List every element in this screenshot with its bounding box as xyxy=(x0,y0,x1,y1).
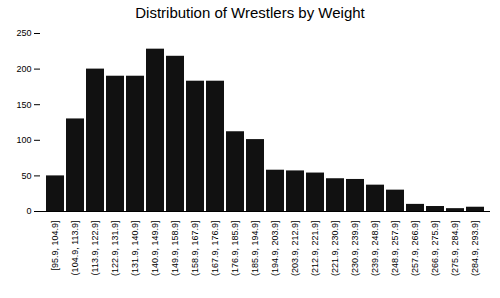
svg-text:(176.9, 185.9]: (176.9, 185.9] xyxy=(230,221,240,277)
html-text:Distribution of Wrestlers by W: Distribution of Wrestlers by Weight xyxy=(135,4,365,21)
svg-text:(257.9, 266.9]: (257.9, 266.9] xyxy=(410,221,420,277)
svg-text:(194.9, 203.9]: (194.9, 203.9] xyxy=(270,221,280,277)
svg-text:(221.9, 230.9]: (221.9, 230.9] xyxy=(330,221,340,277)
svg-text:250: 250 xyxy=(16,28,31,38)
svg-text:(212.9, 221.9]: (212.9, 221.9] xyxy=(310,221,320,277)
svg-text:(122.9, 131.9]: (122.9, 131.9] xyxy=(110,221,120,277)
svg-text:(203.9, 212.9]: (203.9, 212.9] xyxy=(290,221,300,277)
svg-text:(113.9, 122.9]: (113.9, 122.9] xyxy=(90,221,100,276)
svg-text:(248.9, 257.9]: (248.9, 257.9] xyxy=(390,221,400,277)
svg-text:(104.9, 113.9]: (104.9, 113.9] xyxy=(70,221,80,276)
svg-text:(158.9, 167.9]: (158.9, 167.9] xyxy=(190,221,200,277)
svg-text:(239.9, 248.9]: (239.9, 248.9] xyxy=(370,221,380,277)
svg-text:(149.9, 158.9]: (149.9, 158.9] xyxy=(170,221,180,277)
svg-text:(131.9, 140.9]: (131.9, 140.9] xyxy=(130,221,140,277)
svg-text:(284.9, 293.9]: (284.9, 293.9] xyxy=(470,221,480,277)
svg-text:200: 200 xyxy=(16,64,31,74)
svg-text:(167.9, 176.9]: (167.9, 176.9] xyxy=(210,221,220,277)
svg-text:(140.9, 149.9]: (140.9, 149.9] xyxy=(150,221,160,277)
svg-text:50: 50 xyxy=(21,171,31,181)
svg-text:(230.9, 239.9]: (230.9, 239.9] xyxy=(350,221,360,277)
svg-text:(266.9, 275.9]: (266.9, 275.9] xyxy=(430,221,440,277)
svg-text:[95.9, 104.9]: [95.9, 104.9] xyxy=(50,221,60,271)
svg-text:(185.9, 194.9]: (185.9, 194.9] xyxy=(250,221,260,277)
svg-text:0: 0 xyxy=(26,206,31,216)
svg-text:150: 150 xyxy=(16,100,31,110)
svg-text:100: 100 xyxy=(16,135,31,145)
svg-text:(275.9, 284.9]: (275.9, 284.9] xyxy=(450,221,460,277)
